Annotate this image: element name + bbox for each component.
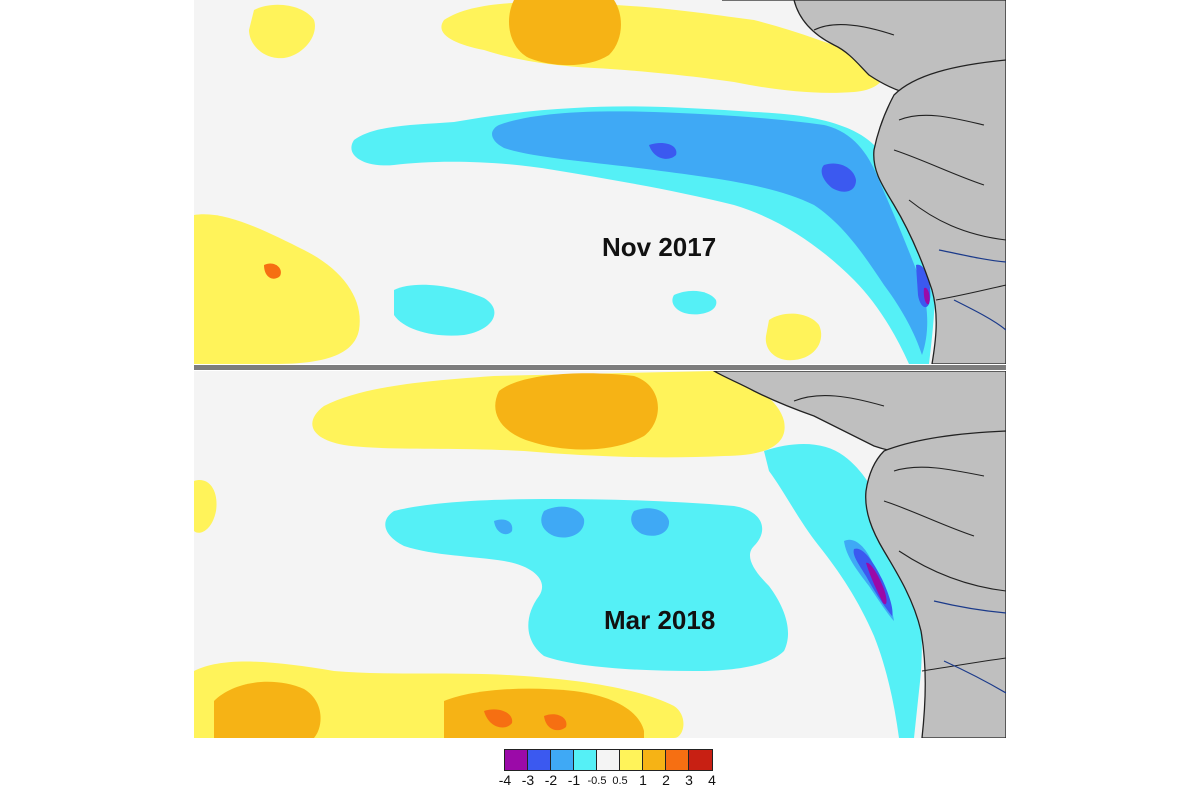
colorbar-swatch [505, 750, 528, 770]
land-south-america [873, 59, 1006, 364]
warm-anomaly-region [249, 4, 315, 59]
cool-anomaly-region [541, 506, 585, 538]
colorbar-tick-label: -2 [544, 772, 558, 788]
colorbar-tick-label: 3 [685, 772, 693, 788]
map-panel-mar-2018: Mar 2018 [194, 371, 1006, 738]
colorbar-tick-label: -0.5 [587, 775, 607, 787]
colorbar-tick-label: -1 [567, 772, 581, 788]
country-borders-blue [938, 249, 1006, 331]
colorbar-swatch [551, 750, 574, 770]
cool-anomaly-region [866, 562, 887, 605]
colorbar-swatch [666, 750, 689, 770]
land-south-america [865, 430, 1006, 738]
country-borders-blue [933, 600, 1006, 694]
warm-anomaly-region [765, 313, 822, 361]
warm-anomaly-region [544, 714, 567, 731]
cool-anomaly-region [649, 143, 677, 159]
cool-anomaly-region [923, 287, 930, 305]
map-panel-nov-2017: Nov 2017 [194, 0, 1006, 364]
cool-anomaly-region [821, 163, 856, 192]
country-borders [793, 395, 1006, 672]
colorbar-tick-label: -4 [498, 772, 512, 788]
colorbar-tick-label: 0.5 [612, 775, 628, 787]
warm-anomaly-region [194, 480, 217, 533]
colorbar-swatch [643, 750, 666, 770]
cool-anomaly-region [385, 499, 789, 671]
colorbar-swatch [689, 750, 712, 770]
colorbar-tick-label: -3 [521, 772, 535, 788]
warm-anomaly-region [484, 709, 513, 728]
sst-anomaly-map-nov-2017 [194, 0, 1006, 364]
colorbar-tick-label: 2 [662, 772, 670, 788]
colorbar-tick-label: 1 [639, 772, 647, 788]
cool-anomaly-region [494, 519, 513, 535]
cool-anomaly-region [672, 290, 717, 315]
cool-anomaly-region [492, 111, 928, 355]
cool-anomaly-region [631, 508, 670, 536]
cool-anomaly-region [394, 284, 495, 336]
colorbar-swatch [574, 750, 597, 770]
warm-anomaly-region [214, 681, 321, 738]
panel-date-label: Mar 2018 [604, 605, 716, 635]
country-borders [813, 24, 1006, 301]
panel-date-label: Nov 2017 [602, 232, 717, 262]
colorbar-legend [504, 749, 713, 771]
warm-anomaly-region [194, 214, 360, 364]
colorbar-tick-labels: -4 -3 -2 -1 -0.5 0.5 1 2 3 4 [496, 772, 736, 792]
sst-anomaly-map-mar-2018 [194, 371, 1006, 738]
colorbar-swatch [620, 750, 643, 770]
colorbar-swatch [528, 750, 551, 770]
colorbar-swatch [597, 750, 620, 770]
panel-divider [194, 365, 1006, 370]
warm-anomaly-region [495, 373, 658, 450]
warm-anomaly-region [264, 263, 281, 279]
colorbar-tick-label: 4 [708, 772, 716, 788]
warm-anomaly-region [444, 688, 644, 738]
warm-anomaly-region [509, 0, 621, 66]
